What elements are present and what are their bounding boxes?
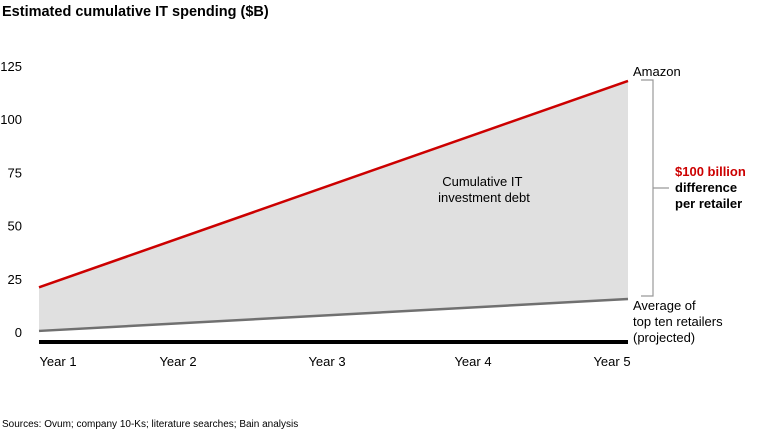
y-tick-label: 50 [8, 219, 22, 234]
chart-title: Estimated cumulative IT spending ($B) [2, 4, 269, 20]
x-tick-label: Year 3 [308, 354, 345, 369]
x-tick-label: Year 4 [454, 354, 491, 369]
y-tick-label: 75 [8, 165, 22, 180]
investment-debt-area [39, 80, 628, 331]
x-axis: Year 1 Year 2 Year 3 Year 4 Year 5 [39, 354, 630, 369]
area-label: Cumulative IT investment debt [438, 174, 530, 205]
difference-annotation: $100 billion difference per retailer [675, 164, 749, 211]
x-tick-label: Year 1 [39, 354, 76, 369]
x-tick-label: Year 5 [593, 354, 630, 369]
y-tick-label: 125 [0, 59, 22, 74]
y-tick-label: 100 [0, 112, 22, 127]
source-note: Sources: Ovum; company 10-Ks; literature… [2, 419, 298, 430]
series-line-amazon [38, 79, 629, 289]
series-line-average [38, 297, 629, 333]
y-tick-label: 25 [8, 272, 22, 287]
difference-bracket [641, 79, 669, 297]
y-axis: 0 25 50 75 100 125 [0, 59, 22, 340]
series-label-average: Average of top ten retailers (projected) [633, 298, 726, 345]
y-tick-label: 0 [15, 325, 22, 340]
series-label-amazon: Amazon [633, 64, 681, 79]
x-tick-label: Year 2 [159, 354, 196, 369]
